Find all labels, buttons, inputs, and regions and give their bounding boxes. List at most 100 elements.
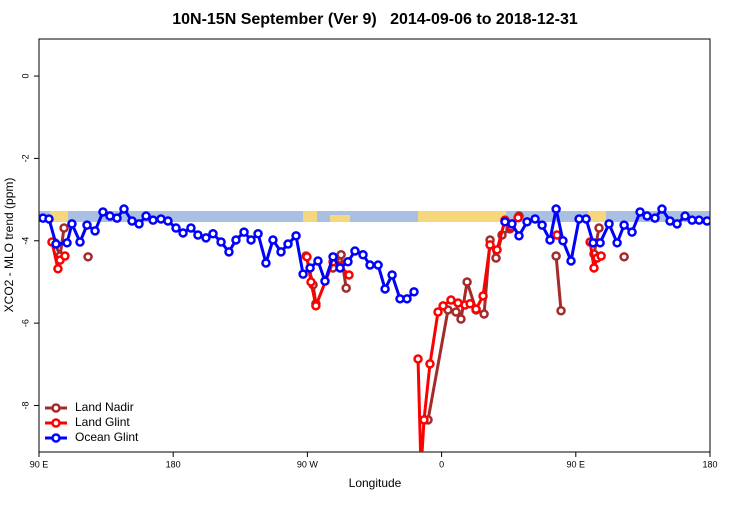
data-point [556, 306, 566, 316]
data-point [261, 258, 271, 268]
data-point [320, 276, 330, 286]
data-point [413, 354, 423, 364]
data-point [680, 211, 690, 221]
data-point [419, 415, 429, 425]
data-point [163, 216, 173, 226]
data-point [596, 251, 606, 261]
data-point [44, 214, 54, 224]
data-point [438, 301, 448, 311]
data-point [305, 263, 315, 273]
data-point [612, 238, 622, 248]
data-point [201, 233, 211, 243]
data-point [239, 227, 249, 237]
data-point [171, 223, 181, 233]
data-point [186, 223, 196, 233]
y-tick-label: -2 [20, 154, 30, 162]
data-point [387, 270, 397, 280]
data-point [402, 294, 412, 304]
data-point [253, 229, 263, 239]
data-point [492, 245, 502, 255]
data-point [306, 277, 316, 287]
data-point [60, 251, 70, 261]
data-point [642, 211, 652, 221]
data-point [433, 307, 443, 317]
data-point [409, 287, 419, 297]
data-point [451, 307, 461, 317]
data-point [302, 252, 312, 262]
data-point [216, 237, 226, 247]
data-point [298, 269, 308, 279]
data-point [224, 247, 234, 257]
x-tick-label: 0 [439, 459, 444, 469]
data-point [672, 219, 682, 229]
data-point [83, 252, 93, 262]
data-point [344, 270, 354, 280]
data-point [134, 219, 144, 229]
y-tick-label: -4 [20, 237, 30, 245]
y-tick-label: 0 [20, 74, 30, 79]
data-point [373, 260, 383, 270]
data-point [418, 466, 425, 473]
data-point [246, 235, 256, 245]
series-line [55, 216, 624, 420]
legend-label: Ocean Glint [75, 430, 139, 444]
data-point [650, 213, 660, 223]
data-point [537, 220, 547, 230]
data-point [627, 227, 637, 237]
y-tick-label: -8 [20, 401, 30, 409]
data-point [594, 223, 604, 233]
legend-label: Land Nadir [75, 400, 134, 414]
data-point [341, 283, 351, 293]
data-point [604, 219, 614, 229]
data-point [51, 239, 61, 249]
x-tick-label: 90 E [567, 459, 586, 469]
data-point [67, 219, 77, 229]
data-point [311, 301, 321, 311]
data-point [657, 204, 667, 214]
map-strip [39, 211, 710, 222]
data-point [581, 214, 591, 224]
data-point [507, 219, 517, 229]
data-point [350, 246, 360, 256]
data-point [231, 235, 241, 245]
data-point [425, 359, 435, 369]
x-tick-label: 90 W [297, 459, 319, 469]
data-point [694, 215, 704, 225]
data-point [462, 277, 472, 287]
data-point [566, 256, 576, 266]
data-point [522, 217, 532, 227]
chart-title: 10N-15N September (Ver 9) 2014-09-06 to … [172, 11, 578, 28]
data-point [283, 239, 293, 249]
data-point [595, 238, 605, 248]
legend-marker [51, 403, 61, 413]
data-point [589, 263, 599, 273]
data-point [82, 220, 92, 230]
legend-marker [51, 418, 61, 428]
data-point [479, 309, 489, 319]
plot-area [39, 204, 710, 473]
data-point [335, 263, 345, 273]
data-point [178, 228, 188, 238]
y-axis-label: XCO2 - MLO trend (ppm) [2, 178, 16, 313]
data-point [545, 235, 555, 245]
data-point [313, 256, 323, 266]
data-point [148, 215, 158, 225]
data-point [119, 204, 129, 214]
data-point [90, 226, 100, 236]
data-point [141, 211, 151, 221]
legend-marker [51, 433, 61, 443]
data-point [291, 231, 301, 241]
data-point [365, 260, 375, 270]
x-tick-label: 90 E [30, 459, 49, 469]
data-point [619, 252, 629, 262]
data-point [208, 229, 218, 239]
data-point [456, 314, 466, 324]
data-point [62, 238, 72, 248]
x-tick-label: 180 [166, 459, 181, 469]
x-axis-label: Longitude [349, 476, 402, 490]
data-point [551, 204, 561, 214]
data-point [635, 207, 645, 217]
y-tick-label: -6 [20, 319, 30, 327]
data-point [75, 237, 85, 247]
